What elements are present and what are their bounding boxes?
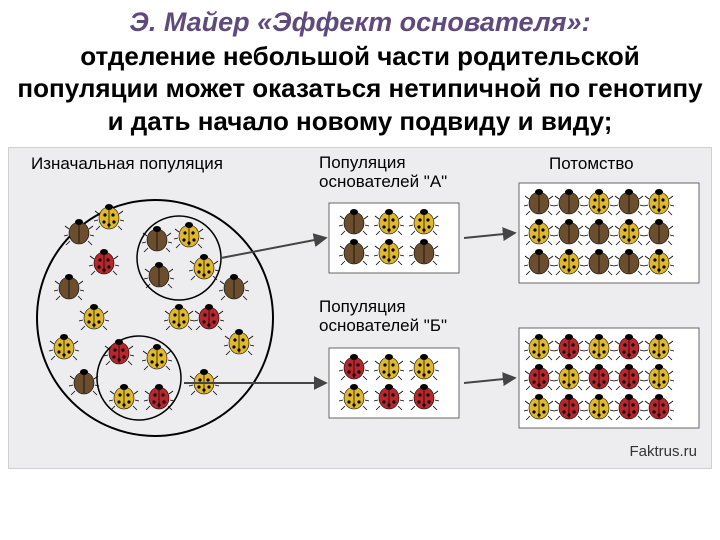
beetle-icon <box>144 262 174 288</box>
label-founder-a: Популяция основателей "А" <box>319 154 447 191</box>
beetle-icon <box>189 254 219 280</box>
label-initial: Изначальная популяция <box>31 154 223 174</box>
beetle-icon <box>219 274 249 300</box>
beetle-icon <box>64 219 94 245</box>
label-founder-b: Популяция основателей "Б" <box>319 298 447 335</box>
beetle-icon <box>194 304 224 330</box>
beetle-icon <box>104 339 134 365</box>
beetle-icon <box>164 304 194 330</box>
beetle-icon <box>54 274 84 300</box>
beetle-icon <box>174 222 204 248</box>
label-offspring: Потомство <box>549 154 634 174</box>
page-title: Э. Майер «Эффект основателя»: <box>10 6 710 40</box>
page-description: отделение небольшой части родительской п… <box>10 40 710 138</box>
beetle-icon <box>224 329 254 355</box>
beetle-icon <box>49 334 79 360</box>
beetle-icon <box>109 384 139 410</box>
beetle-icon <box>142 226 172 252</box>
beetle-icon <box>79 304 109 330</box>
watermark: Faktrus.ru <box>629 443 697 460</box>
beetle-icon <box>89 249 119 275</box>
beetle-icon <box>69 369 99 395</box>
beetle-icon <box>94 204 124 230</box>
founder-effect-diagram: Изначальная популяция Популяция основате… <box>8 147 712 469</box>
